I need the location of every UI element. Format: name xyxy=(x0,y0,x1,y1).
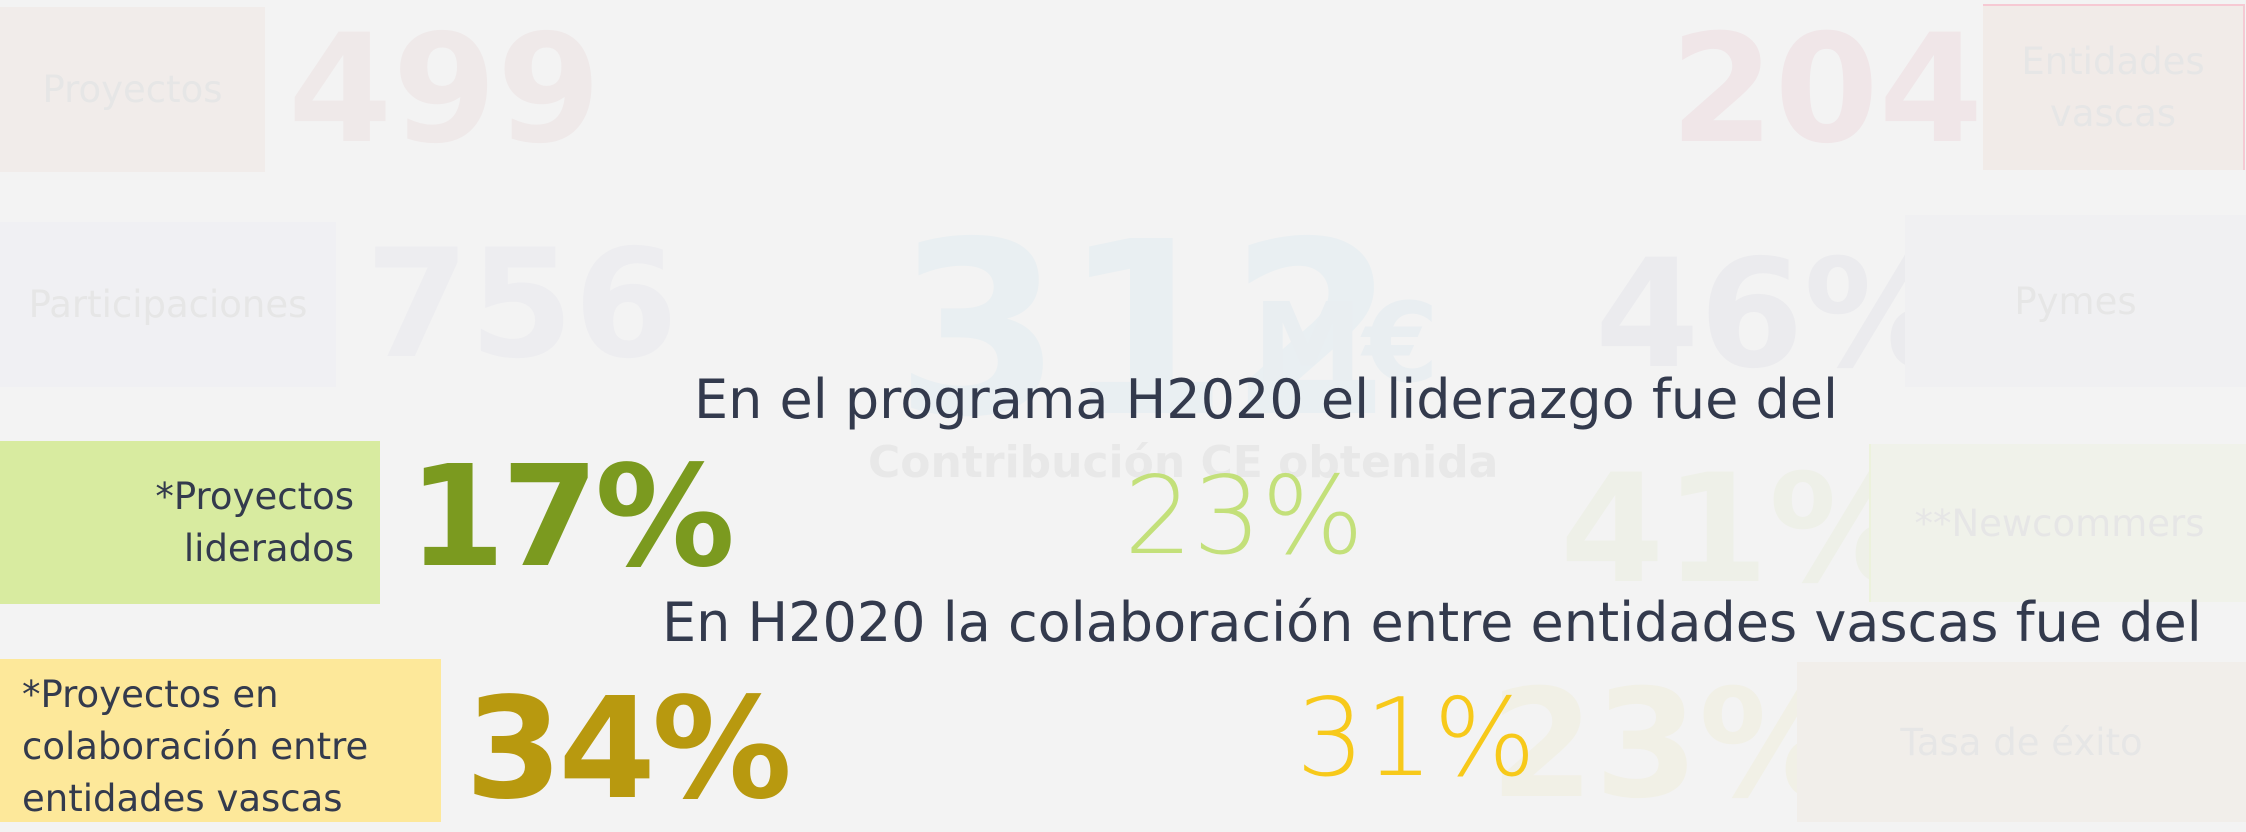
leadership-box: *Proyectos liderados xyxy=(0,441,380,604)
tile-value: 204 xyxy=(1670,3,1984,177)
contribution-label: Contribución CE obtenida xyxy=(868,437,1499,488)
tile-value: 46% xyxy=(1595,228,1955,402)
leadership-compare: 23% xyxy=(1124,454,1365,579)
leadership-value: 17% xyxy=(408,436,735,599)
tile-label: **Newcommers xyxy=(1869,444,2246,602)
tile-value: 23% xyxy=(1490,658,1850,832)
contribution-unit: M€ xyxy=(1253,279,1440,407)
tile-value: 41% xyxy=(1560,443,1920,617)
leadership-heading: En el programa H2020 el liderazgo fue de… xyxy=(694,368,1838,431)
tile-label: Proyectos xyxy=(0,7,265,172)
collaboration-heading: En H2020 la colaboración entre entidades… xyxy=(662,591,2202,654)
collaboration-value: 34% xyxy=(465,668,792,831)
tile-value: 499 xyxy=(288,3,602,177)
collaboration-compare: 31% xyxy=(1296,676,1537,801)
tile-label: Entidades vascas xyxy=(1983,4,2245,170)
tile-label: Participaciones xyxy=(0,222,336,387)
tile-value: 756 xyxy=(365,218,679,392)
contribution-value: 312 xyxy=(895,190,1396,470)
leadership-label: *Proyectos liderados xyxy=(155,474,354,570)
collaboration-label: *Proyectos en colaboración entre entidad… xyxy=(22,673,369,820)
tile-label: Tasa de éxito xyxy=(1797,662,2246,822)
collaboration-box: *Proyectos en colaboración entre entidad… xyxy=(0,659,441,822)
tile-label: Pymes xyxy=(1905,215,2246,387)
